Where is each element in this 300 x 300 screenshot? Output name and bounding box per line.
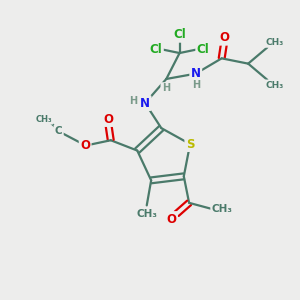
- Text: O: O: [219, 31, 229, 44]
- Text: O: O: [167, 212, 176, 226]
- Text: H: H: [129, 96, 137, 106]
- Text: O: O: [103, 112, 113, 125]
- Text: N: N: [191, 67, 201, 80]
- Text: CH₃: CH₃: [136, 209, 157, 219]
- Text: S: S: [186, 138, 194, 151]
- Text: N: N: [140, 97, 150, 110]
- Text: H: H: [192, 80, 200, 90]
- Text: CH₃: CH₃: [266, 38, 284, 46]
- Text: H: H: [162, 83, 170, 93]
- Text: CH₃: CH₃: [212, 204, 233, 214]
- Text: CH₃: CH₃: [36, 115, 52, 124]
- Text: Cl: Cl: [150, 43, 162, 56]
- Text: CH₃: CH₃: [266, 81, 284, 90]
- Text: Cl: Cl: [197, 43, 209, 56]
- Text: C: C: [55, 126, 62, 136]
- Text: O: O: [80, 139, 90, 152]
- Text: Cl: Cl: [173, 28, 186, 41]
